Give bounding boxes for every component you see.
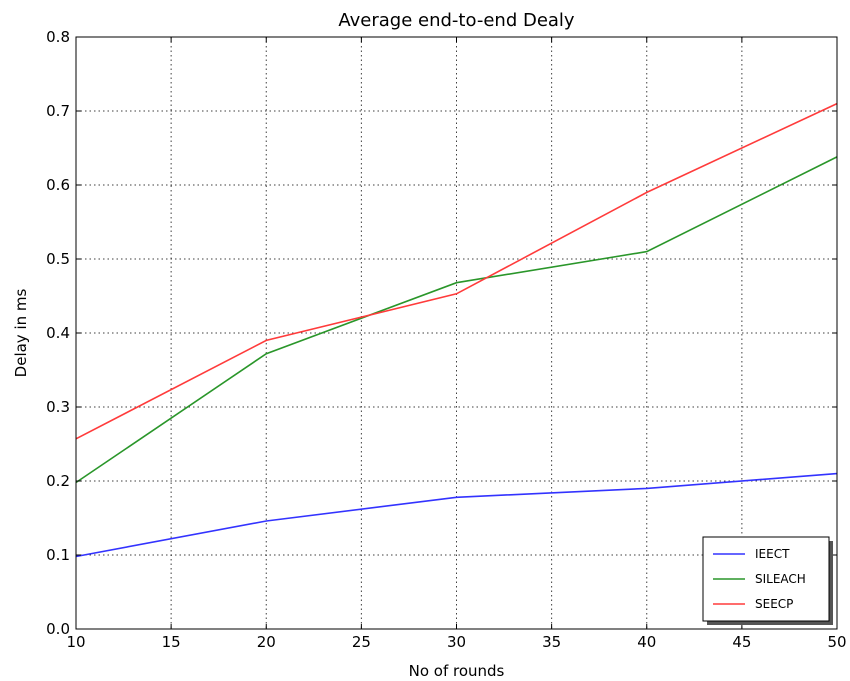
y-tick-label: 0.7	[46, 102, 70, 120]
axis-ticks: 10 15 20 25 30 35 40 45 50 0.0 0.1 0.2 0.3 0.4 0.5 0.6 0…	[46, 28, 846, 651]
legend: IEECT SILEACH SEECP	[702, 536, 833, 625]
x-tick-label: 30	[447, 633, 466, 651]
legend-label-seecp: SEECP	[755, 597, 793, 611]
series-line-sileach	[75, 156, 838, 484]
y-tick-label: 0.2	[46, 472, 70, 490]
y-axis-label: Delay in ms	[12, 288, 30, 377]
x-tick-label: 10	[66, 633, 85, 651]
y-tick-label: 0.0	[46, 620, 70, 638]
y-tick-label: 0.4	[46, 324, 70, 342]
y-tick-label: 0.6	[46, 176, 70, 194]
legend-label-ieect: IEECT	[755, 547, 790, 561]
x-tick-label: 35	[542, 633, 561, 651]
legend-label-sileach: SILEACH	[755, 572, 806, 586]
y-tick-label: 0.3	[46, 398, 70, 416]
x-tick-label: 45	[732, 633, 751, 651]
series-line-ieect	[75, 472, 838, 558]
legend-entries: IEECT SILEACH SEECP	[713, 547, 806, 611]
x-tick-label: 50	[827, 633, 846, 651]
y-tick-label: 0.1	[46, 546, 70, 564]
series-lines	[75, 102, 838, 558]
chart-title: Average end-to-end Dealy	[338, 10, 575, 31]
y-tick-label: 0.5	[46, 250, 70, 268]
grid	[76, 37, 837, 629]
x-tick-label: 15	[162, 633, 181, 651]
x-tick-label: 20	[257, 633, 276, 651]
series-line-seecp	[75, 102, 838, 440]
y-tick-label: 0.8	[46, 28, 70, 46]
x-tick-label: 40	[637, 633, 656, 651]
x-tick-label: 25	[352, 633, 371, 651]
x-axis-label: No of rounds	[409, 662, 505, 680]
